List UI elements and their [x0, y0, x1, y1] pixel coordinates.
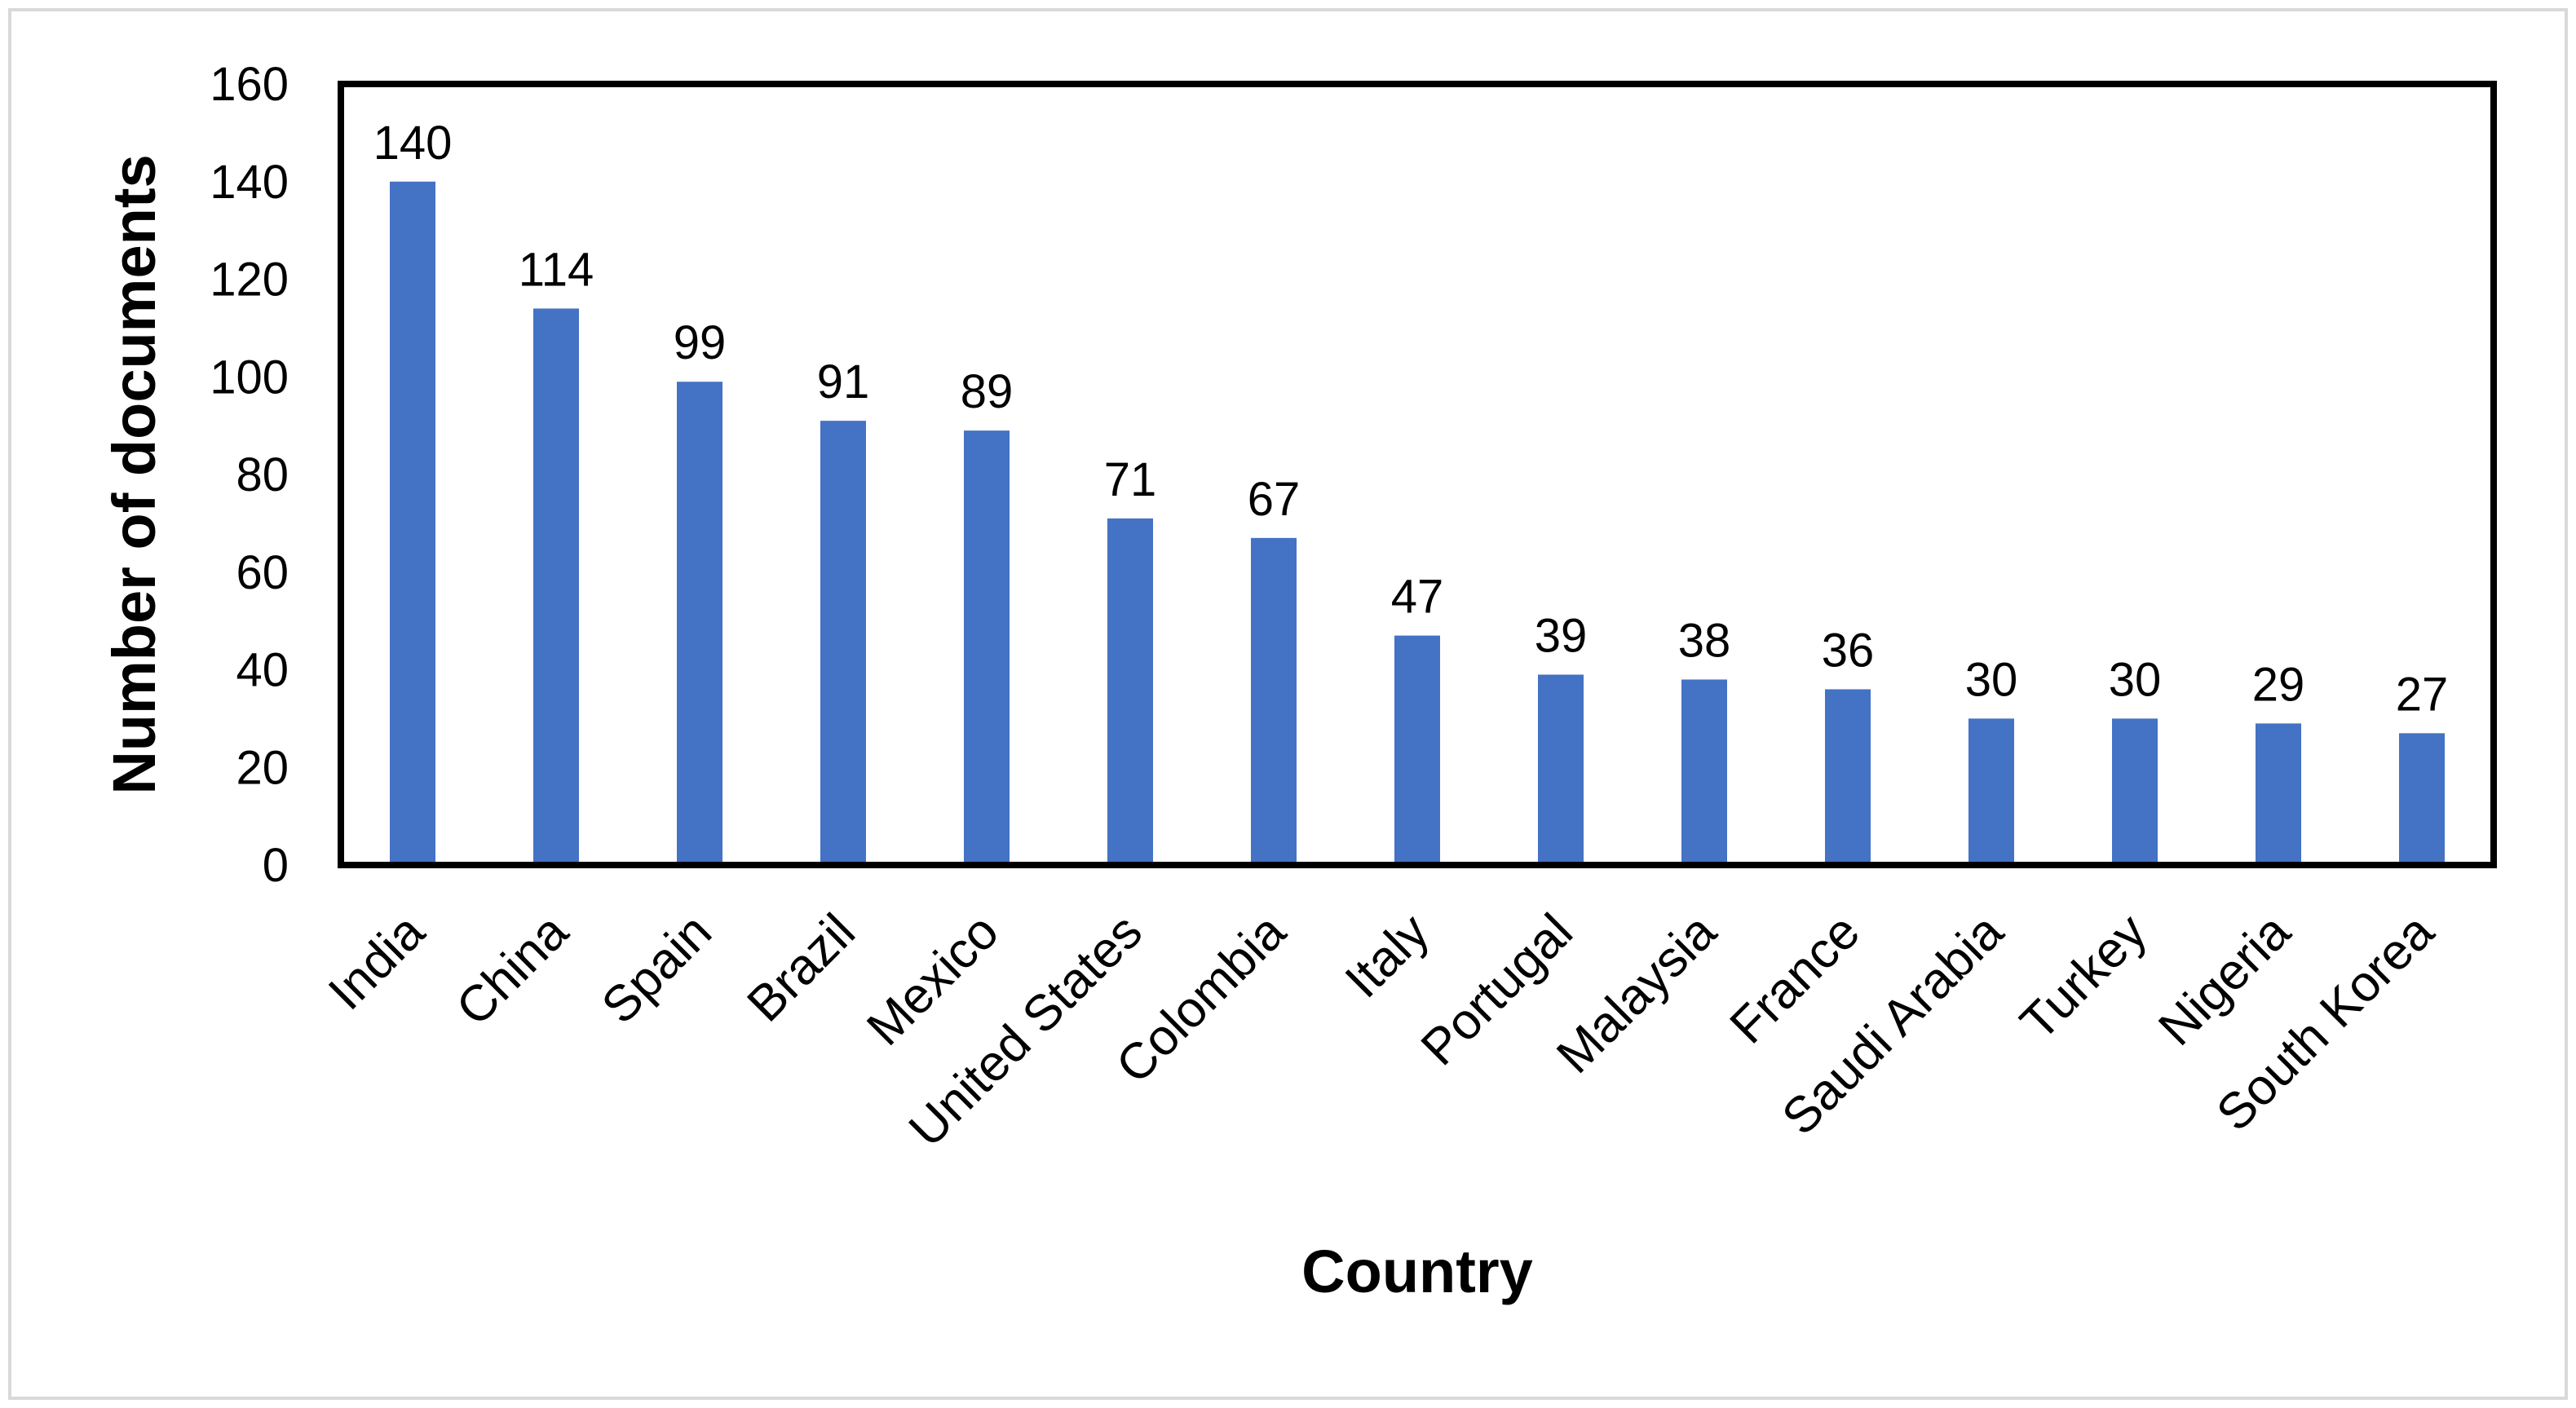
- data-label: 29: [2252, 658, 2305, 711]
- bar: [1968, 718, 2014, 865]
- bar: [964, 430, 1010, 865]
- data-label: 71: [1104, 453, 1157, 506]
- bar: [533, 308, 579, 865]
- y-tick-label: 80: [236, 448, 289, 501]
- y-tick-label: 60: [236, 546, 289, 599]
- bar: [390, 181, 435, 865]
- data-label: 39: [1535, 609, 1588, 662]
- data-label: 67: [1248, 473, 1301, 526]
- data-label: 27: [2396, 668, 2449, 721]
- data-label: 114: [519, 243, 594, 296]
- bar: [1538, 674, 1584, 865]
- bars-layer: [390, 181, 2445, 865]
- y-tick-label: 40: [236, 644, 289, 697]
- bar: [1681, 679, 1727, 865]
- bar: [1825, 689, 1871, 865]
- data-label: 140: [373, 117, 453, 170]
- bar: [2112, 718, 2158, 865]
- bar: [1394, 635, 1440, 865]
- plot-area-frame: [338, 81, 2497, 868]
- data-label: 30: [2109, 653, 2162, 706]
- bar: [820, 421, 866, 865]
- y-tick-label: 140: [210, 156, 289, 209]
- x-axis-title: Country: [1301, 1238, 1533, 1305]
- bar: [677, 382, 722, 865]
- bar: [2399, 733, 2445, 865]
- y-tick-label: 20: [236, 741, 289, 794]
- data-label: 47: [1391, 571, 1444, 624]
- data-label: 91: [817, 355, 870, 408]
- data-label: 30: [1965, 653, 2018, 706]
- data-label: 38: [1678, 614, 1731, 667]
- y-axis-title: Number of documents: [100, 154, 168, 794]
- data-label: 36: [1822, 624, 1875, 677]
- data-label: 89: [961, 365, 1014, 418]
- bar: [2256, 723, 2301, 865]
- y-tick-label: 160: [210, 58, 289, 111]
- data-label: 99: [674, 316, 727, 369]
- y-tick-label: 100: [210, 351, 289, 404]
- data-labels-layer: 140 114 99 91 89 71 67 47 39 38 36 30 30 29 27: [373, 117, 2449, 722]
- y-tick-label: 0: [263, 839, 289, 892]
- y-tick-label: 120: [210, 254, 289, 307]
- bar: [1107, 518, 1153, 865]
- y-axis-ticks: 0 20 40 60 80 100 120 140 160: [210, 58, 289, 892]
- bar: [1251, 537, 1297, 865]
